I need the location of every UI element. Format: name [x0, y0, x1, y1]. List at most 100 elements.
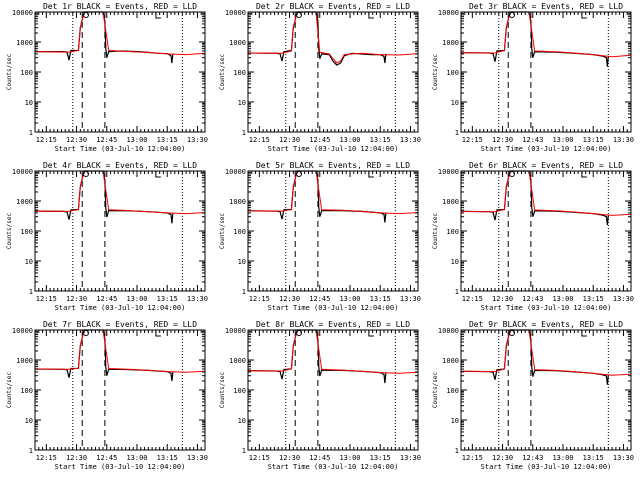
- x-tick-label: 12:30: [492, 295, 513, 303]
- y-tick-label: 1: [242, 129, 246, 137]
- chart-title: Det 3r BLACK = Events, RED = LLD: [469, 2, 623, 11]
- y-tick-label: 100: [446, 228, 459, 236]
- plot-frame: [460, 329, 632, 451]
- x-tick-label: 13:00: [126, 295, 147, 303]
- y-tick-label: 100: [20, 228, 33, 236]
- y-tick-label: 10: [238, 417, 246, 425]
- x-tick-label: 13:00: [126, 454, 147, 462]
- x-tick-label: 12:43: [522, 295, 543, 303]
- x-tick-label: 13:00: [126, 136, 147, 144]
- chart-title: Det 1r BLACK = Events, RED = LLD: [43, 2, 197, 11]
- events-series-line: [460, 170, 609, 225]
- lld-series-line: [247, 11, 419, 64]
- chart-title: Det 2r BLACK = Events, RED = LLD: [256, 2, 410, 11]
- lld-series-line: [34, 11, 206, 56]
- x-tick-label: 13:15: [370, 454, 391, 462]
- y-tick-label: 100: [233, 69, 246, 77]
- x-axis-label: Start Time (03-Jul-10 12:04:00): [55, 304, 186, 312]
- chart-title: Det 8r BLACK = Events, RED = LLD: [256, 320, 410, 329]
- x-tick-label: 12:45: [96, 454, 117, 462]
- y-tick-label: 10: [451, 258, 459, 266]
- chart-panel: 1 10 100 1000 10000 12:15 12:30 12:45 13:00 13:15…: [6, 320, 208, 471]
- y-tick-label: 10000: [438, 327, 459, 335]
- x-tick-label: 13:15: [583, 136, 604, 144]
- y-tick-label: 10: [25, 99, 33, 107]
- lld-series-line: [460, 170, 632, 216]
- y-tick-label: 1: [455, 129, 459, 137]
- x-tick-label: 13:15: [370, 295, 391, 303]
- x-tick-label: 13:15: [583, 454, 604, 462]
- y-axis-label: Counts/sec: [432, 372, 439, 409]
- plot-frame: [34, 11, 206, 133]
- x-tick-label: 13:30: [400, 136, 421, 144]
- chart-title: Det 7r BLACK = Events, RED = LLD: [43, 320, 197, 329]
- x-tick-label: 12:15: [249, 454, 270, 462]
- x-tick-label: 12:43: [522, 454, 543, 462]
- chart-title: Det 4r BLACK = Events, RED = LLD: [43, 161, 197, 170]
- y-tick-label: 10: [238, 99, 246, 107]
- y-tick-label: 10: [25, 417, 33, 425]
- y-tick-label: 1: [242, 447, 246, 455]
- y-axis-label: Counts/sec: [219, 213, 226, 250]
- x-tick-label: 13:00: [552, 454, 573, 462]
- chart-panel: 1 10 100 1000 10000 12:15 12:30 12:45 13:00 13:15…: [6, 161, 208, 312]
- plot-frame: [247, 11, 419, 133]
- y-tick-label: 10: [25, 258, 33, 266]
- chart-panel: 1 10 100 1000 10000 12:15 12:30 12:45 13:00 13:15…: [219, 320, 421, 471]
- chart-title: Det 9r BLACK = Events, RED = LLD: [469, 320, 623, 329]
- x-tick-label: 13:15: [583, 295, 604, 303]
- y-tick-label: 1000: [229, 39, 246, 47]
- x-axis-label: Start Time (03-Jul-10 12:04:00): [55, 463, 186, 471]
- events-series-line: [460, 329, 609, 385]
- y-axis-label: Counts/sec: [432, 54, 439, 91]
- x-axis-label: Start Time (03-Jul-10 12:04:00): [481, 304, 612, 312]
- lld-series-line: [247, 170, 419, 215]
- x-tick-label: 13:30: [187, 454, 208, 462]
- x-tick-label: 12:15: [249, 136, 270, 144]
- x-tick-label: 13:15: [157, 136, 178, 144]
- x-tick-label: 12:15: [249, 295, 270, 303]
- plot-frame: [247, 329, 419, 451]
- chart-panel: 1 10 100 1000 10000 12:15 12:30 12:45 13:00 13:15…: [219, 161, 421, 312]
- y-tick-label: 100: [20, 387, 33, 395]
- plot-frame: [460, 170, 632, 292]
- y-tick-label: 10: [451, 417, 459, 425]
- x-tick-label: 13:15: [157, 295, 178, 303]
- events-series-line: [460, 11, 609, 67]
- x-tick-label: 12:15: [36, 454, 57, 462]
- y-tick-label: 1000: [229, 198, 246, 206]
- chart-panel: 1 10 100 1000 10000 12:15 12:30 12:45 13:00 13:15…: [219, 2, 421, 153]
- x-tick-label: 12:30: [66, 454, 87, 462]
- y-axis-label: Counts/sec: [6, 54, 13, 91]
- y-tick-label: 10000: [12, 9, 33, 17]
- y-tick-label: 10000: [438, 168, 459, 176]
- y-tick-label: 10000: [225, 168, 246, 176]
- x-tick-label: 12:30: [66, 136, 87, 144]
- x-tick-label: 12:15: [462, 454, 483, 462]
- y-tick-label: 10: [238, 258, 246, 266]
- x-tick-label: 13:30: [400, 454, 421, 462]
- x-tick-label: 13:30: [187, 295, 208, 303]
- x-tick-label: 12:45: [309, 454, 330, 462]
- y-tick-label: 1: [29, 288, 33, 296]
- lld-series-line: [460, 11, 632, 58]
- plot-frame: [247, 170, 419, 292]
- chart-panel: 1 10 100 1000 10000 12:15 12:30 12:43 13:00 13:15…: [432, 2, 634, 153]
- y-tick-label: 1000: [16, 198, 33, 206]
- y-tick-label: 1: [29, 129, 33, 137]
- chart-title: Det 6r BLACK = Events, RED = LLD: [469, 161, 623, 170]
- y-tick-label: 10000: [438, 9, 459, 17]
- plot-frame: [460, 11, 632, 133]
- lld-series-line: [34, 329, 206, 373]
- x-tick-label: 13:00: [339, 295, 360, 303]
- x-axis-label: Start Time (03-Jul-10 12:04:00): [268, 463, 399, 471]
- x-tick-label: 12:30: [279, 136, 300, 144]
- x-tick-label: 13:00: [552, 295, 573, 303]
- chart-panel: 1 10 100 1000 10000 12:15 12:30 12:43 13:00 13:15…: [432, 320, 634, 471]
- y-tick-label: 10000: [12, 168, 33, 176]
- x-tick-label: 13:30: [187, 136, 208, 144]
- y-axis-label: Counts/sec: [219, 54, 226, 91]
- x-tick-label: 12:15: [36, 136, 57, 144]
- chart-panel: 1 10 100 1000 10000 12:15 12:30 12:45 13:00 13:15…: [6, 2, 208, 153]
- y-tick-label: 100: [446, 69, 459, 77]
